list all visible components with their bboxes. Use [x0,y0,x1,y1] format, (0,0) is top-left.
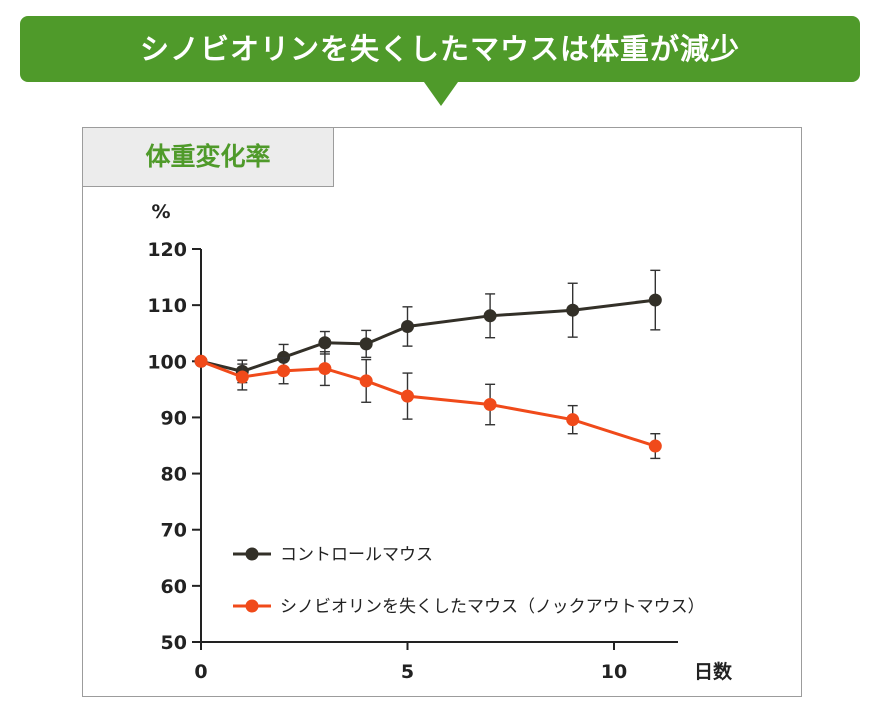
data-point-knockout [566,413,580,427]
data-point-knockout [359,374,373,388]
data-point-control [401,319,414,333]
y-tick-label: 50 [161,632,187,654]
x-tick-label: 0 [194,661,207,683]
data-point-knockout [401,389,414,403]
data-point-knockout [483,398,497,412]
series-line-knockout [200,359,656,448]
y-tick-label: 90 [161,407,187,429]
legend-marker-control [245,547,259,561]
data-point-knockout [318,362,332,376]
y-tick-label: 100 [147,351,187,373]
y-tick-label: 80 [161,464,187,486]
data-point-knockout [648,439,662,453]
y-tick-label: 120 [147,239,187,261]
x-axis-unit-label: 日数 [694,660,733,683]
weight-change-chart: 50 60 70 80 90 100 110 120% 0 5 10 日数 コントロールマウスシノビオリ… [147,201,733,683]
data-point-control [318,336,332,350]
data-point-control [359,337,373,351]
data-point-knockout [235,370,249,384]
headline-banner: シノビオリンを失くしたマウスは体重が減少 [20,16,860,82]
data-point-control [566,303,580,317]
series-line-control [200,298,656,373]
chart-title: 体重変化率 [145,142,271,171]
y-tick-label: 60 [161,576,187,598]
y-axis-unit-label: % [151,201,170,223]
chart-panel: 体重変化率 50 60 70 80 90 100 110 120% 0 5 10 日数 コントロールマウ… [82,127,802,697]
x-tick-label: 10 [601,661,627,683]
legend-marker-knockout [245,599,259,613]
banner-pointer-arrow [424,82,458,106]
legend-label-knockout: シノビオリンを失くしたマウス（ノックアウトマウス） [280,597,705,617]
data-point-knockout [194,354,208,368]
headline-title: シノビオリンを失くしたマウスは体重が減少 [139,32,740,66]
data-point-knockout [277,364,291,378]
chart-panel-tab: 体重変化率 [83,128,334,187]
y-tick-label: 110 [147,295,187,317]
data-point-control [648,293,662,307]
data-point-control [483,309,497,323]
legend-label-control: コントロールマウス [280,545,433,565]
y-tick-label: 70 [161,520,187,542]
x-tick-label: 5 [401,661,414,683]
